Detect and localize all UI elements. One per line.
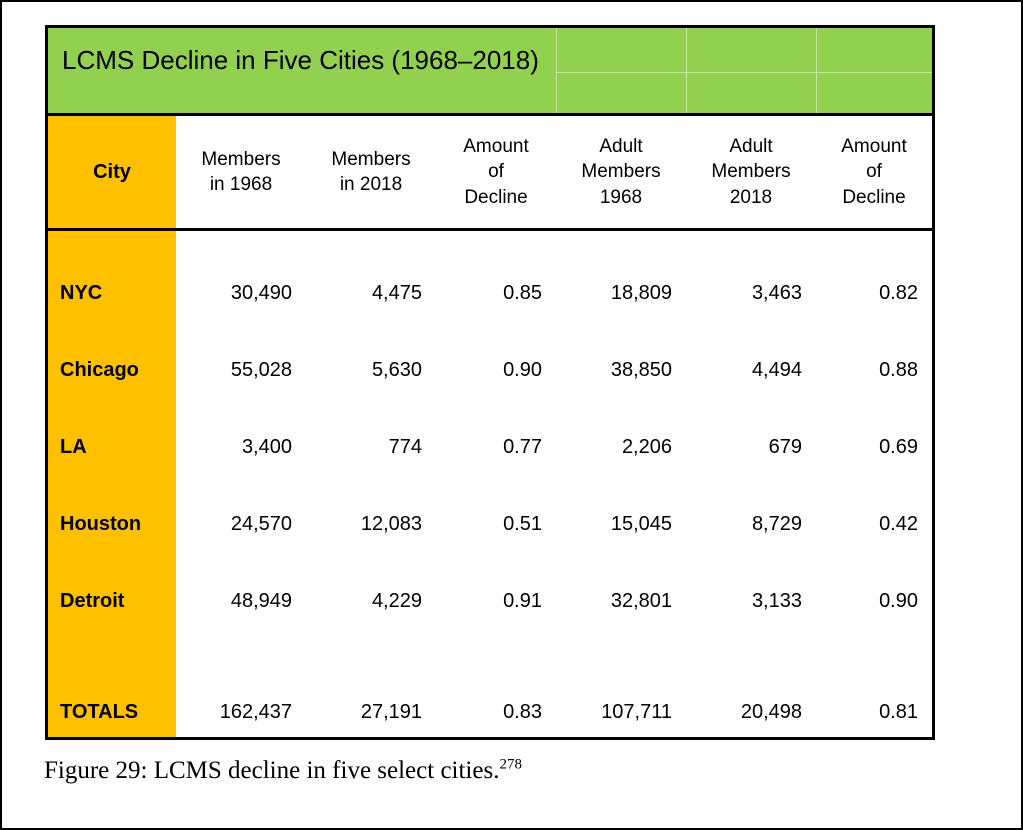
value-cell: 0.90 xyxy=(879,590,918,612)
table-row: Houston 24,570 12,083 0.51 15,045 8,729 … xyxy=(48,486,932,563)
table-body: NYC 30,490 4,475 0.85 18,809 3,463 0.82 … xyxy=(48,231,932,737)
header-members-1968: Members in 1968 xyxy=(201,148,281,195)
value-cell: 5,630 xyxy=(371,359,422,381)
value-cell: 107,711 xyxy=(601,700,672,723)
value-cell: 0.69 xyxy=(879,436,918,458)
value-cell: 162,437 xyxy=(219,700,292,723)
city-rows: NYC 30,490 4,475 0.85 18,809 3,463 0.82 … xyxy=(48,255,932,640)
table-row: Chicago 55,028 5,630 0.90 38,850 4,494 0… xyxy=(48,332,932,409)
totals-row-slot: TOTALS 162,437 27,191 0.83 107,711 20,49… xyxy=(48,687,932,737)
figure-caption: Figure 29: LCMS decline in five select c… xyxy=(44,757,522,785)
value-cell: 4,229 xyxy=(371,590,422,612)
city-cell: TOTALS xyxy=(60,700,139,723)
caption-footnote: 278 xyxy=(499,756,522,773)
value-cell: 679 xyxy=(768,436,802,458)
city-cell: Detroit xyxy=(60,590,125,612)
header-adult-members-2018: Adult Members 2018 xyxy=(711,136,791,208)
table-title-bar: LCMS Decline in Five Cities (1968–2018) xyxy=(48,28,932,116)
table-row: LA 3,400 774 0.77 2,206 679 0.69 xyxy=(48,409,932,486)
city-cell: NYC xyxy=(60,282,103,304)
value-cell: 3,133 xyxy=(751,590,802,612)
gridline xyxy=(556,72,932,73)
value-cell: 0.77 xyxy=(503,436,542,458)
value-cell: 27,191 xyxy=(360,700,422,723)
value-cell: 0.88 xyxy=(879,359,918,381)
value-cell: 4,494 xyxy=(751,359,802,381)
table-row: Detroit 48,949 4,229 0.91 32,801 3,133 0… xyxy=(48,563,932,640)
city-cell: LA xyxy=(60,436,87,458)
header-city: City xyxy=(48,116,176,228)
city-cell: Houston xyxy=(60,513,142,535)
table-row: TOTALS 162,437 27,191 0.83 107,711 20,49… xyxy=(48,687,932,737)
value-cell: 20,498 xyxy=(740,700,802,723)
header-members-2018: Members in 2018 xyxy=(331,148,411,195)
value-cell: 18,809 xyxy=(610,282,672,304)
value-cell: 4,475 xyxy=(371,282,422,304)
header-amount-of-decline-members: Amount of Decline xyxy=(463,136,529,208)
row-spacer xyxy=(48,640,932,687)
lcms-decline-table: LCMS Decline in Five Cities (1968–2018) … xyxy=(45,25,935,740)
gridline xyxy=(686,28,687,113)
value-cell: 0.90 xyxy=(503,359,542,381)
value-cell: 38,850 xyxy=(610,359,672,381)
table-row: NYC 30,490 4,475 0.85 18,809 3,463 0.82 xyxy=(48,255,932,332)
table-title: LCMS Decline in Five Cities (1968–2018) xyxy=(62,45,539,75)
header-adult-members-1968: Adult Members 1968 xyxy=(581,136,661,208)
city-cell: Chicago xyxy=(60,359,139,381)
value-cell: 0.82 xyxy=(879,282,918,304)
value-cell: 24,570 xyxy=(230,513,292,535)
value-cell: 30,490 xyxy=(230,282,292,304)
header-amount-of-decline-adults: Amount of Decline xyxy=(841,136,907,208)
value-cell: 55,028 xyxy=(230,359,292,381)
value-cell: 774 xyxy=(388,436,422,458)
value-cell: 32,801 xyxy=(610,590,672,612)
value-cell: 2,206 xyxy=(621,436,672,458)
caption-text: Figure 29: LCMS decline in five select c… xyxy=(44,757,500,784)
gridline xyxy=(556,28,557,113)
value-cell: 0.42 xyxy=(879,513,918,535)
value-cell: 12,083 xyxy=(360,513,422,535)
gridline xyxy=(816,28,817,113)
value-cell: 8,729 xyxy=(751,513,802,535)
value-cell: 0.51 xyxy=(503,513,542,535)
table-header-row: City Members in 1968 Members in 2018 Amo… xyxy=(48,116,932,231)
value-cell: 48,949 xyxy=(230,590,292,612)
value-cell: 0.83 xyxy=(503,700,542,723)
row-spacer xyxy=(48,231,932,255)
value-cell: 15,045 xyxy=(610,513,672,535)
value-cell: 0.85 xyxy=(503,282,542,304)
value-cell: 0.81 xyxy=(879,700,918,723)
value-cell: 0.91 xyxy=(503,590,542,612)
value-cell: 3,463 xyxy=(751,282,802,304)
value-cell: 3,400 xyxy=(241,436,292,458)
